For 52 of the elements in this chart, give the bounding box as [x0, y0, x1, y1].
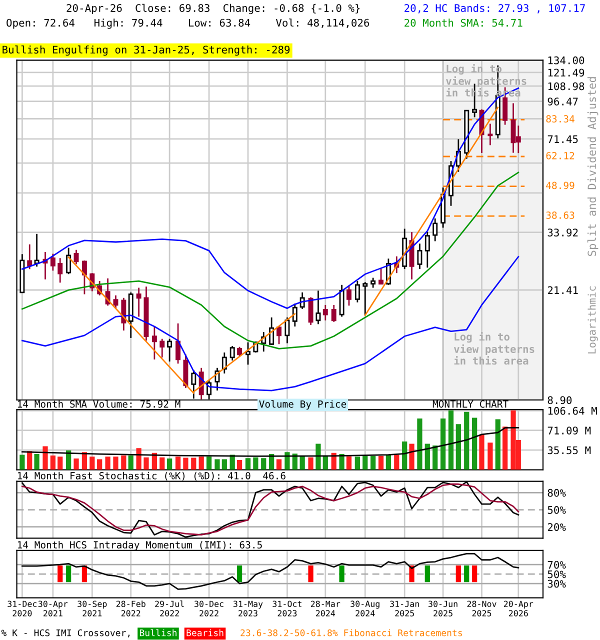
ref-line-label: 62.12 — [546, 152, 574, 160]
annotation: Volume By Price — [259, 400, 346, 410]
ref-line-label: 83.34 — [546, 115, 574, 123]
y-axis-title: Split and Dividend Adjusted — [587, 77, 598, 256]
x-tick-label: 30-Jun 2025 — [428, 600, 458, 616]
x-tick-label: 30-Apr 2021 — [38, 600, 68, 616]
chart-title: 14 Month Fast Stochastic (%K) (%D): 41.0 46.6 — [18, 472, 286, 481]
x-tick-label: 28-Feb 2022 — [116, 600, 146, 616]
x-tick-label: 31-Jan 2025 — [390, 600, 419, 616]
x-tick-label: 28-Mar 2024 — [310, 600, 340, 616]
y-tick-label: 30% — [548, 580, 566, 588]
x-tick-label: 31-May 2023 — [233, 600, 263, 616]
x-tick-label: 31-Dec 2020 — [8, 600, 37, 616]
text: Logarithmic — [588, 286, 598, 354]
x-tick-label: 30-Sep 2021 — [78, 600, 107, 616]
text: Bearish — [186, 629, 224, 636]
y-tick-label: 108.98 — [548, 82, 584, 90]
text: 20,2 HC Bands: 27.93 , 107.17 — [404, 4, 585, 14]
y-tick-label: 20% — [548, 523, 566, 531]
y-tick-label: 80% — [548, 488, 566, 497]
text: 20-Apr-26 Close: 69.83 Change: -0.68 {-1.0 %} — [66, 4, 360, 14]
x-tick-label: 20-Apr 2026 — [504, 600, 534, 616]
ref-line-label: 38.63 — [546, 212, 574, 219]
text: Bullish Engulfing on 31-Jan-25, Strength: -289 — [2, 45, 290, 56]
text: Bullish — [140, 629, 176, 636]
y-tick-label: 50% — [548, 506, 566, 514]
y-tick-label: 70% — [548, 560, 566, 569]
chart-title: 14 Month HCS Intraday Momentum (IMI): 63.5 — [18, 540, 262, 550]
y-tick-label: 50% — [548, 570, 566, 578]
y-tick-label: 35.55 M — [548, 446, 591, 454]
y-tick-label: 134.00 — [548, 56, 584, 64]
y-tick-label: 21.41 — [548, 286, 578, 294]
y-tick-label: 71.45 — [548, 135, 578, 144]
text: MONTHLY CHART — [432, 400, 508, 408]
text: 23.6-38.2-50-61.8% Fibonacci Retracements — [240, 629, 462, 636]
x-tick-label: 30-Dec 2022 — [194, 600, 224, 616]
y-tick-label: 71.09 M — [548, 426, 591, 434]
text: Open: 72.64 High: 79.44 Low: 63.84 Vol: 48,114,026 — [6, 18, 370, 29]
y-tick-label: 8.90 — [548, 396, 572, 404]
y-tick-label: 96.47 — [548, 98, 578, 106]
text: 20 Month SMA: 54.71 — [404, 18, 522, 27]
y-tick-label: 121.49 — [548, 68, 584, 77]
text: % K - HCS IMI Crossover, — [1, 629, 130, 638]
y-tick-label: 33.92 — [548, 228, 578, 236]
annotation: Log in to view patterns in this area — [454, 332, 534, 365]
chart-title: 14 Month SMA Volume: 75.92 M — [18, 400, 180, 408]
x-tick-label: 31-Oct 2023 — [272, 600, 302, 616]
x-tick-label: 28-Nov 2025 — [467, 600, 496, 616]
x-tick-label: 30-Aug 2024 — [350, 600, 380, 616]
y-tick-label: 106.64 M — [548, 406, 597, 415]
x-tick-label: 29-Jul 2022 — [155, 600, 184, 616]
ref-line-label: 48.99 — [546, 182, 574, 190]
